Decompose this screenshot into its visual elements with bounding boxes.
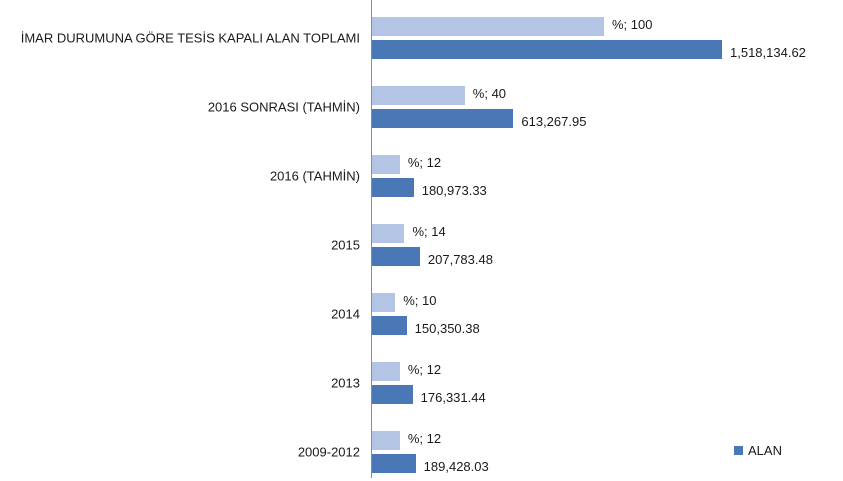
bar (372, 247, 420, 266)
data-label: 613,267.95 (521, 114, 587, 129)
data-label: %; 40 (472, 86, 507, 101)
bar (372, 431, 400, 450)
category-label: 2013 (331, 375, 360, 391)
data-label: %; 12 (407, 362, 442, 377)
data-label: %; 12 (407, 155, 442, 170)
data-label: 150,350.38 (414, 321, 480, 336)
data-label: %; 10 (403, 293, 437, 308)
category-label: 2016 SONRASI (TAHMİN) (207, 99, 360, 115)
data-label: %; 14 (412, 224, 446, 239)
legend: ALAN (734, 443, 782, 459)
data-label: %; 12 (407, 431, 442, 446)
data-label: %; 100 (612, 17, 653, 32)
bar (372, 454, 416, 473)
category-label: 2016 (TAHMİN) (269, 168, 360, 184)
bar (372, 155, 400, 174)
category-axis (371, 0, 372, 478)
bar (372, 224, 405, 243)
data-label: 176,331.44 (420, 390, 486, 405)
bar (372, 293, 396, 312)
bar (372, 362, 400, 381)
bar (372, 40, 722, 59)
bar (372, 178, 414, 197)
bar (372, 385, 413, 404)
legend-label: ALAN (748, 443, 782, 458)
legend-swatch (734, 446, 743, 455)
data-label: 180,973.33 (421, 183, 487, 198)
bar (372, 86, 465, 105)
bar (372, 109, 514, 128)
data-label: 189,428.03 (423, 459, 489, 474)
category-label: 2015 (331, 237, 360, 253)
data-label: 1,518,134.62 (730, 45, 806, 60)
category-label: İMAR DURUMUNA GÖRE TESİS KAPALI ALAN TOP… (20, 30, 360, 46)
category-label: 2009-2012 (297, 444, 360, 460)
bar (372, 316, 407, 335)
data-label: 207,783.48 (427, 252, 493, 267)
category-label: 2014 (331, 306, 360, 322)
bar (372, 17, 604, 36)
